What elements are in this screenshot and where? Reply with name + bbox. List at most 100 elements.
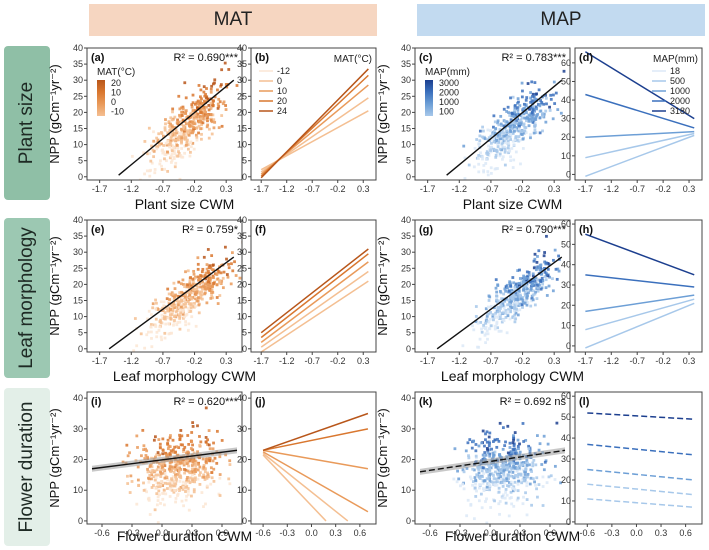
- data-point: [509, 459, 513, 463]
- data-point: [556, 108, 560, 111]
- data-point: [150, 313, 153, 317]
- data-point: [164, 451, 168, 455]
- data-point: [474, 449, 478, 453]
- x-tick-label: -0.6: [580, 528, 596, 538]
- data-point: [197, 120, 201, 124]
- y-axis-label: NPP (gCm⁻¹yr⁻²): [47, 64, 62, 163]
- data-point: [149, 168, 152, 172]
- y-tick-label: 20: [73, 107, 83, 117]
- data-point: [204, 105, 208, 109]
- data-point: [502, 311, 505, 315]
- data-point: [502, 124, 506, 128]
- r-squared-label: R² = 0.620***: [173, 396, 238, 408]
- legend-label: -12: [277, 66, 290, 76]
- data-point: [485, 430, 489, 434]
- data-point: [202, 85, 206, 89]
- data-point: [188, 471, 192, 475]
- data-point: [220, 114, 224, 117]
- data-point: [506, 310, 510, 314]
- x-tick-label: 0.3: [548, 356, 561, 366]
- data-point: [212, 479, 216, 483]
- data-point: [184, 498, 188, 502]
- data-point: [484, 321, 488, 325]
- data-point: [171, 125, 174, 129]
- data-point: [497, 313, 501, 316]
- data-point: [153, 171, 157, 175]
- data-point: [159, 318, 162, 322]
- y-tick-label: 35: [237, 59, 247, 69]
- data-point: [138, 178, 142, 180]
- data-point: [512, 504, 516, 508]
- y-axis-label: NPP (gCm⁻¹yr⁻²): [375, 408, 390, 507]
- data-point: [166, 438, 170, 442]
- data-point: [497, 490, 501, 494]
- data-point: [467, 163, 471, 167]
- data-point: [522, 495, 525, 499]
- data-point: [482, 479, 486, 483]
- data-point: [178, 107, 182, 111]
- data-point: [162, 144, 166, 147]
- data-point: [196, 101, 200, 105]
- data-point: [525, 513, 529, 517]
- data-point: [477, 471, 481, 475]
- data-point: [508, 305, 512, 308]
- data-point: [536, 286, 540, 290]
- data-point: [164, 153, 168, 156]
- data-point: [494, 463, 498, 467]
- data-point: [202, 255, 206, 259]
- panel-label: (k): [419, 396, 433, 408]
- data-point: [482, 164, 486, 167]
- data-point: [216, 277, 220, 281]
- fit-line: [118, 79, 235, 176]
- data-point: [552, 80, 556, 84]
- r-squared-label: R² = 0.783***: [501, 52, 566, 64]
- data-point: [183, 445, 187, 449]
- data-point: [526, 82, 530, 85]
- plot-frame: [86, 47, 243, 181]
- data-point: [167, 292, 171, 296]
- data-point: [206, 471, 209, 475]
- data-point: [461, 482, 465, 486]
- data-point: [130, 154, 134, 158]
- data-point: [150, 465, 154, 469]
- data-point: [169, 434, 172, 437]
- data-point: [495, 483, 499, 487]
- data-point: [502, 306, 506, 310]
- data-point: [510, 502, 514, 506]
- data-point: [501, 318, 505, 322]
- data-point: [199, 274, 203, 278]
- data-point: [542, 102, 546, 106]
- data-point: [471, 324, 474, 328]
- data-point: [494, 127, 498, 130]
- data-point: [180, 129, 184, 133]
- data-point: [482, 489, 486, 492]
- data-point: [181, 291, 185, 295]
- data-point: [524, 290, 527, 294]
- data-point: [163, 336, 167, 340]
- data-point: [172, 149, 176, 153]
- data-point: [199, 99, 203, 103]
- data-point: [551, 289, 555, 293]
- data-point: [179, 443, 183, 447]
- data-point: [482, 323, 486, 327]
- data-point: [211, 104, 215, 108]
- data-point: [185, 462, 189, 466]
- data-point: [501, 302, 505, 306]
- data-point: [205, 125, 209, 129]
- data-point: [501, 304, 505, 308]
- data-point: [223, 245, 227, 249]
- data-point: [471, 480, 475, 483]
- data-point: [536, 434, 539, 437]
- data-point: [228, 459, 232, 463]
- data-point: [533, 81, 537, 84]
- data-point: [504, 488, 508, 491]
- data-point: [509, 480, 513, 484]
- data-point: [478, 129, 482, 133]
- data-point: [529, 105, 533, 109]
- data-point: [158, 485, 162, 489]
- data-point: [212, 126, 216, 130]
- data-point: [510, 289, 514, 293]
- y-tick-label: 30: [561, 280, 571, 290]
- data-point: [209, 482, 213, 486]
- data-point: [536, 283, 539, 287]
